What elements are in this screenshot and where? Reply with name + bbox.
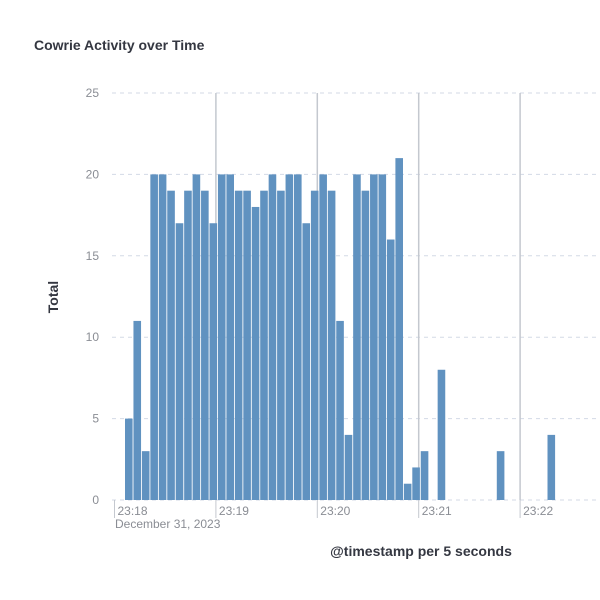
x-tick-label: 23:22 xyxy=(523,504,553,518)
chart-bar[interactable] xyxy=(403,483,412,500)
chart-bar[interactable] xyxy=(150,174,158,500)
chart-bar[interactable] xyxy=(344,434,353,500)
bar-layer xyxy=(125,158,556,501)
chart-bar[interactable] xyxy=(378,174,387,500)
chart-bar[interactable] xyxy=(285,174,294,500)
chart-bar[interactable] xyxy=(201,190,209,500)
y-tick-label: 0 xyxy=(92,493,99,507)
y-axis-title: Total xyxy=(45,281,61,313)
chart-bar[interactable] xyxy=(437,369,446,500)
chart-bar[interactable] xyxy=(336,320,344,500)
chart-bar[interactable] xyxy=(125,418,133,500)
chart-bar[interactable] xyxy=(251,206,260,500)
chart-bar[interactable] xyxy=(192,174,201,500)
chart-bar[interactable] xyxy=(327,190,336,500)
axis-layer: 0 5 10 15 20 25 23:18 23:19 23:20 23:21 23:22 xyxy=(86,86,553,518)
chart-bar[interactable] xyxy=(141,451,150,500)
chart-bar[interactable] xyxy=(319,174,327,500)
chart-bar[interactable] xyxy=(370,174,378,500)
chart-bar[interactable] xyxy=(209,223,218,501)
chart-bar[interactable] xyxy=(175,223,184,501)
x-tick-label: 23:21 xyxy=(422,504,452,518)
chart-bar[interactable] xyxy=(277,190,285,500)
x-axis-title: @timestamp per 5 seconds xyxy=(330,543,512,559)
chart-bar[interactable] xyxy=(294,174,302,500)
chart-bar[interactable] xyxy=(133,320,142,500)
chart-bar[interactable] xyxy=(167,190,175,500)
y-tick-label: 25 xyxy=(86,86,100,100)
chart-bar[interactable] xyxy=(260,190,268,500)
chart-bar[interactable] xyxy=(217,174,226,500)
x-tick-label: 23:19 xyxy=(219,504,249,518)
chart-bar[interactable] xyxy=(420,451,429,500)
x-axis-date-label: December 31, 2023 xyxy=(115,517,221,531)
chart-bar[interactable] xyxy=(310,190,319,500)
chart-bar[interactable] xyxy=(268,174,277,500)
y-tick-label: 15 xyxy=(86,249,100,263)
chart-bar[interactable] xyxy=(496,451,505,500)
x-tick-label: 23:18 xyxy=(118,504,148,518)
chart-bar[interactable] xyxy=(158,174,167,500)
chart-title: Cowrie Activity over Time xyxy=(34,37,205,53)
y-tick-label: 5 xyxy=(92,412,99,426)
chart-bar[interactable] xyxy=(412,467,420,500)
chart-bar[interactable] xyxy=(243,190,251,500)
x-tick-label: 23:20 xyxy=(320,504,350,518)
chart-bar[interactable] xyxy=(234,190,243,500)
chart-bar[interactable] xyxy=(395,158,403,500)
chart-bar[interactable] xyxy=(361,190,370,500)
chart-bar[interactable] xyxy=(226,174,234,500)
chart-bar[interactable] xyxy=(386,239,395,500)
y-tick-label: 10 xyxy=(86,330,100,344)
chart-bar[interactable] xyxy=(353,174,361,500)
chart-bar[interactable] xyxy=(302,223,311,501)
chart-bar[interactable] xyxy=(547,434,556,500)
y-tick-label: 20 xyxy=(86,167,100,181)
chart-bar[interactable] xyxy=(184,190,192,500)
